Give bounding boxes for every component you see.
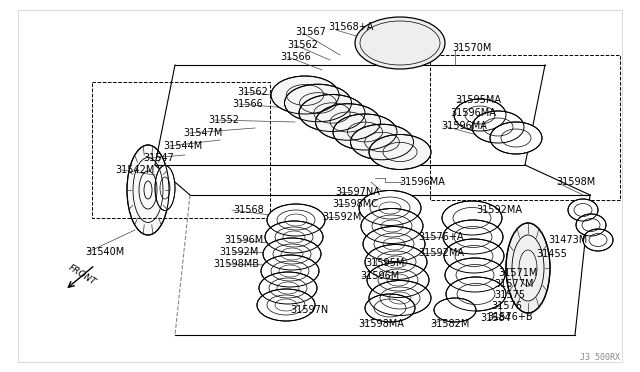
Text: 31568+A: 31568+A [328,22,373,32]
Text: 31544M: 31544M [163,141,202,151]
Text: 31570M: 31570M [452,43,492,53]
Ellipse shape [127,145,169,235]
Ellipse shape [359,190,421,225]
Ellipse shape [263,238,321,270]
Ellipse shape [369,280,431,315]
Text: 31596M: 31596M [224,235,263,245]
Text: 31576: 31576 [491,301,522,311]
Text: 31571M: 31571M [498,268,538,278]
Ellipse shape [285,84,351,122]
Text: 31547M: 31547M [183,128,222,138]
Text: 31598MC: 31598MC [332,199,378,209]
Ellipse shape [351,124,413,160]
Ellipse shape [446,277,506,311]
Ellipse shape [355,17,445,69]
Ellipse shape [445,258,505,292]
Ellipse shape [443,220,503,254]
Ellipse shape [361,208,423,244]
Text: 31595M: 31595M [365,258,404,268]
Ellipse shape [576,214,606,236]
Text: 31596MA: 31596MA [450,108,496,118]
Text: 31562: 31562 [237,87,268,97]
Text: 31542M: 31542M [115,165,154,175]
Ellipse shape [155,166,175,211]
Ellipse shape [444,239,504,273]
Ellipse shape [506,223,550,313]
Ellipse shape [367,263,429,298]
Text: 31566: 31566 [232,99,263,109]
Text: 31592M: 31592M [322,212,362,222]
Ellipse shape [257,289,315,321]
Text: 31596M: 31596M [360,271,399,281]
Text: 31592MA: 31592MA [476,205,522,215]
Text: 31567: 31567 [295,27,326,37]
Text: 31597N: 31597N [290,305,328,315]
Ellipse shape [365,244,427,279]
Ellipse shape [363,227,425,262]
Text: 31473M: 31473M [548,235,588,245]
Ellipse shape [454,99,506,131]
Text: 31575: 31575 [494,290,525,300]
Text: 31552: 31552 [208,115,239,125]
Text: 31592MA: 31592MA [418,248,464,258]
Text: 31595MA: 31595MA [455,95,501,105]
Text: 31598M: 31598M [556,177,595,187]
Text: 31562: 31562 [287,40,318,50]
Text: 31576+B: 31576+B [487,312,532,322]
Text: 31582M: 31582M [430,319,469,329]
Ellipse shape [299,94,365,131]
Ellipse shape [316,104,381,140]
Text: 31598MB: 31598MB [213,259,259,269]
Ellipse shape [434,298,476,322]
Text: 31568: 31568 [233,205,264,215]
Ellipse shape [265,221,323,253]
Text: 31596MA: 31596MA [399,177,445,187]
Text: 31547: 31547 [143,153,174,163]
Text: 31598MA: 31598MA [358,319,404,329]
Ellipse shape [267,204,325,236]
Text: J3 500RX: J3 500RX [580,353,620,362]
Ellipse shape [365,294,415,322]
Ellipse shape [333,114,397,150]
Ellipse shape [271,76,339,114]
Text: FRONT: FRONT [67,263,97,287]
Text: 31584: 31584 [480,313,511,323]
Text: 31540M: 31540M [85,247,124,257]
Text: 31597NA: 31597NA [335,187,380,197]
Text: 31596MA: 31596MA [441,121,487,131]
Ellipse shape [568,199,598,221]
Ellipse shape [490,122,542,154]
Text: 31455: 31455 [536,249,567,259]
Ellipse shape [442,201,502,235]
Text: 31576+A: 31576+A [418,232,463,242]
Ellipse shape [583,229,613,251]
Ellipse shape [261,255,319,287]
Text: 31566: 31566 [280,52,311,62]
Text: 31577M: 31577M [494,279,534,289]
Ellipse shape [259,272,317,304]
Text: 31592M: 31592M [219,247,259,257]
Ellipse shape [369,135,431,170]
Ellipse shape [472,111,524,143]
